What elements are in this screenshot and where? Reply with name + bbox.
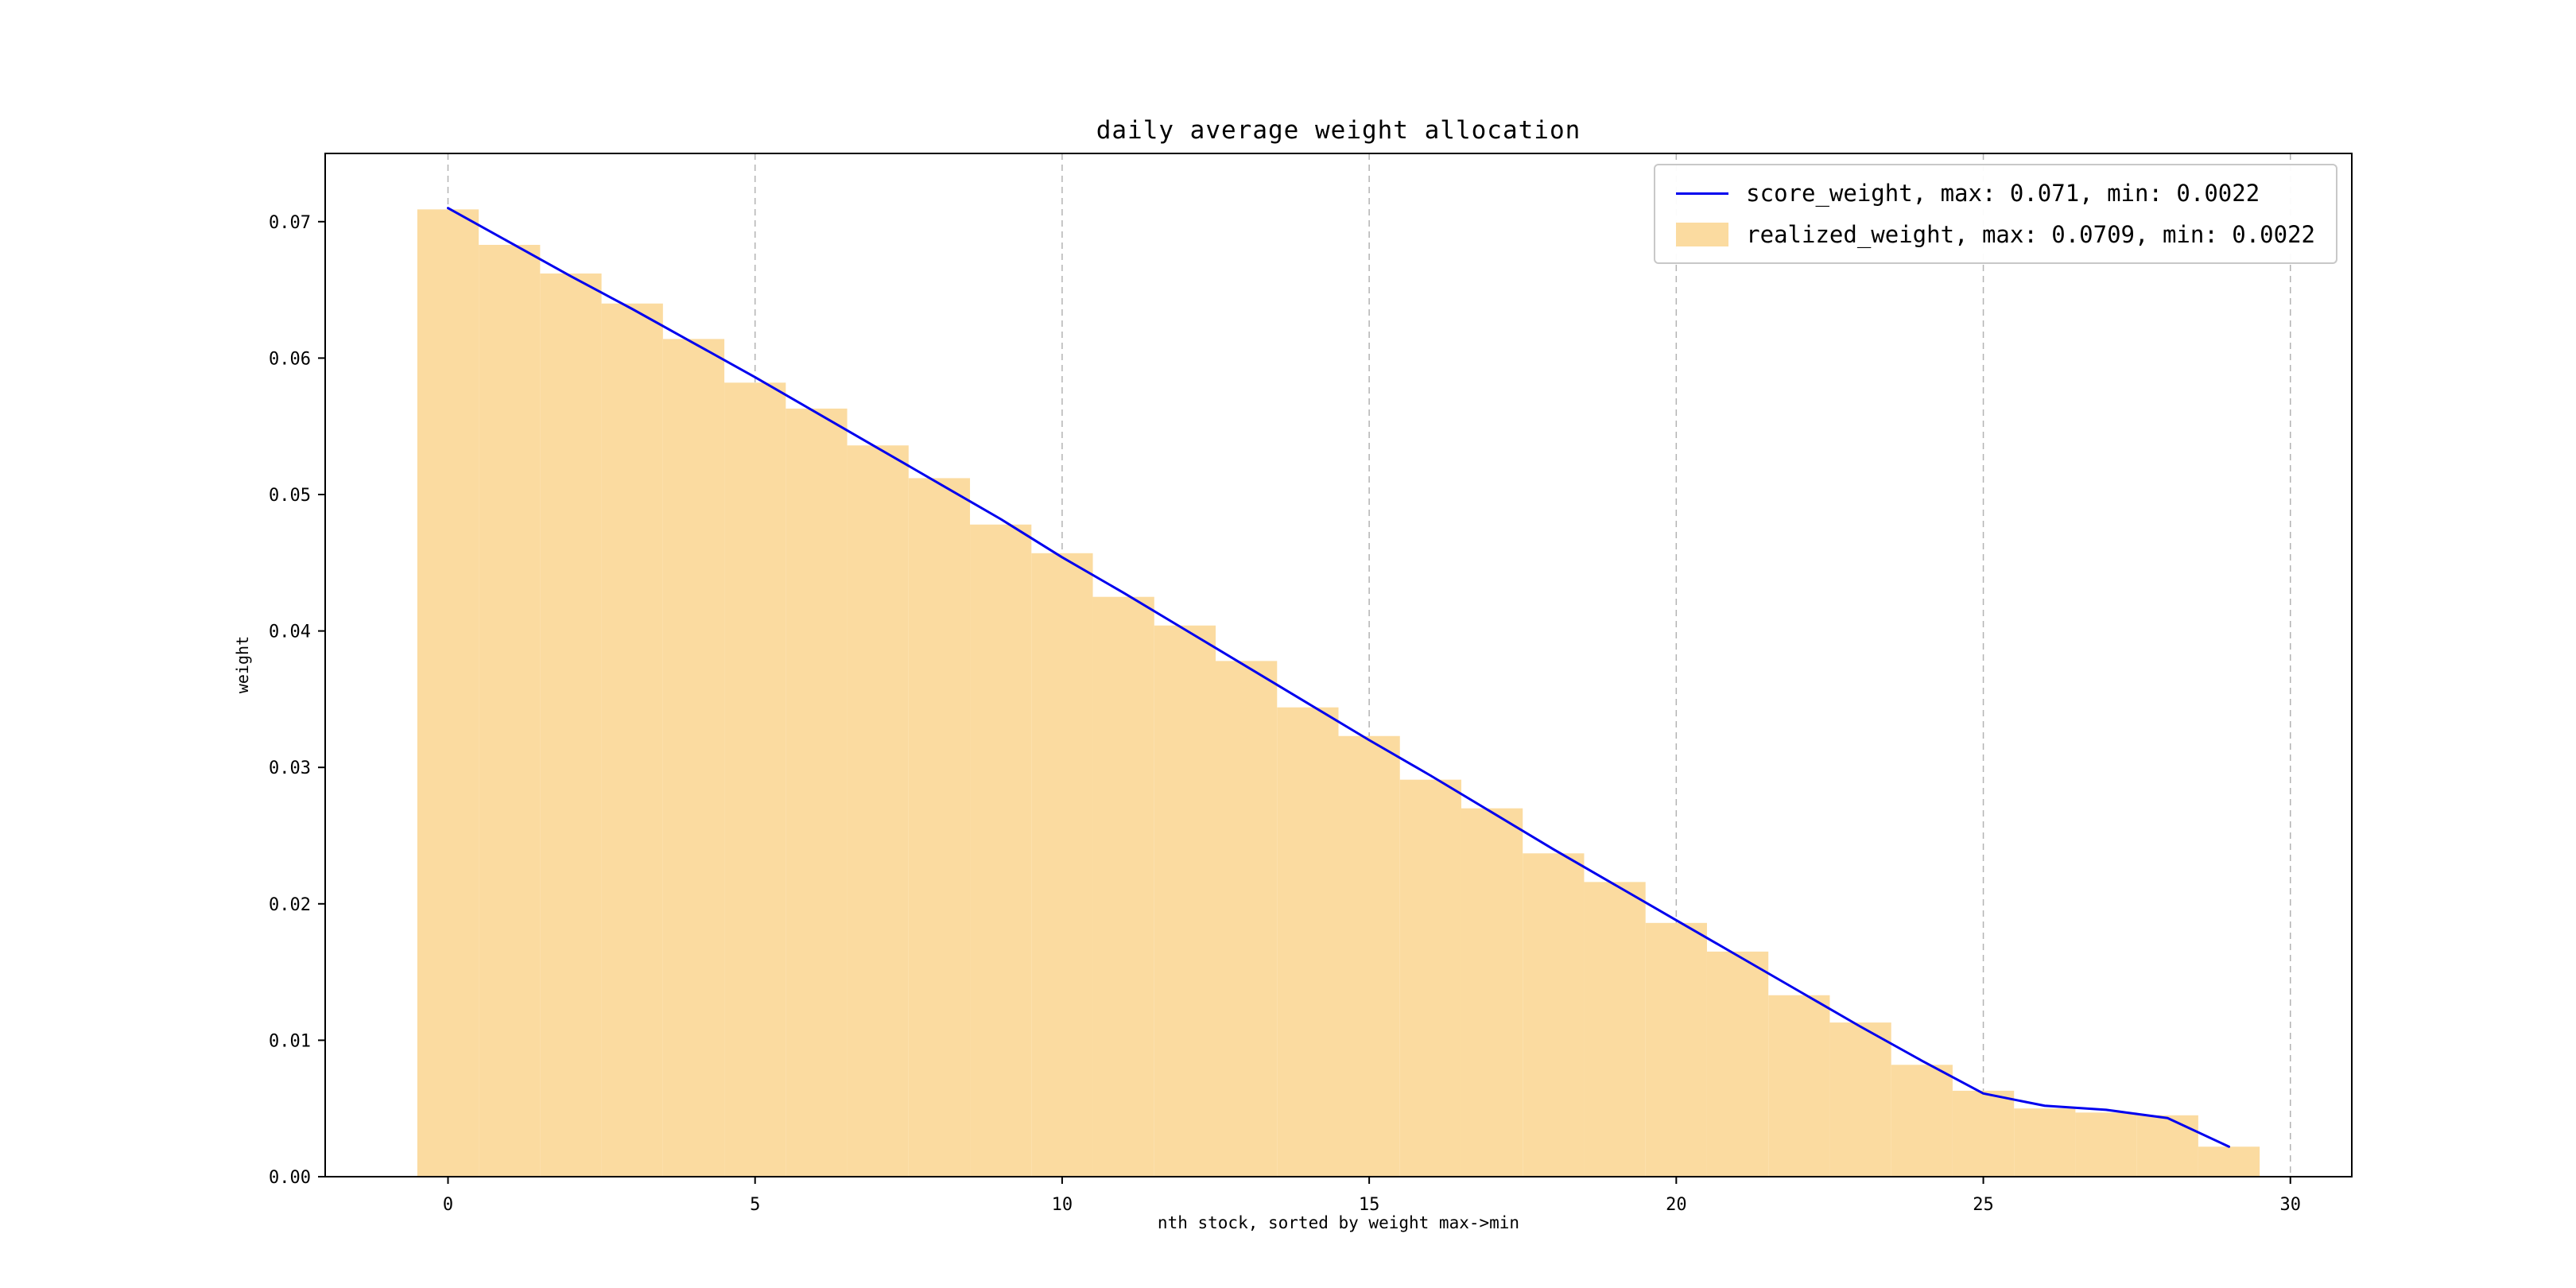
y-tick-label: 0.04	[269, 623, 311, 642]
legend-label-score-weight: score_weight, max: 0.071, min: 0.0022	[1746, 180, 2260, 207]
bar	[601, 303, 663, 1177]
x-tick-label: 10	[1052, 1195, 1073, 1215]
bar	[662, 339, 725, 1177]
bar	[2014, 1108, 2076, 1177]
bar	[2075, 1112, 2137, 1177]
y-tick-label: 0.00	[269, 1168, 311, 1188]
bar	[2198, 1146, 2260, 1177]
y-tick-label: 0.03	[269, 758, 311, 778]
x-tick-label: 5	[750, 1195, 760, 1215]
y-tick-label: 0.05	[269, 486, 311, 506]
bar	[1952, 1090, 2015, 1177]
x-tick-label: 20	[1666, 1195, 1687, 1215]
y-tick-label: 0.01	[269, 1031, 311, 1051]
bar	[1706, 951, 1769, 1177]
bar	[786, 408, 848, 1177]
legend-label-realized-weight: realized_weight, max: 0.0709, min: 0.002…	[1746, 221, 2315, 248]
x-tick-label: 30	[2280, 1195, 2302, 1215]
bar	[479, 244, 541, 1177]
bar	[1277, 707, 1339, 1177]
chart-title: daily average weight allocation	[1096, 116, 1581, 145]
score-line-swatch	[1676, 192, 1729, 195]
bar	[1031, 553, 1093, 1177]
bar	[1338, 735, 1400, 1177]
bar	[1645, 922, 1707, 1177]
x-tick-label: 15	[1359, 1195, 1380, 1215]
bar	[1891, 1065, 1953, 1177]
x-tick-label: 25	[1973, 1195, 1994, 1215]
bar	[2136, 1115, 2198, 1177]
bar	[908, 478, 971, 1177]
bar	[417, 209, 479, 1177]
x-tick-label: 0	[443, 1195, 453, 1215]
bar	[1154, 625, 1216, 1177]
realized-weight-swatch	[1676, 223, 1729, 246]
y-axis-label: weight	[233, 635, 252, 694]
bar	[1461, 808, 1523, 1177]
y-tick-label: 0.06	[269, 349, 311, 369]
bar	[1523, 853, 1585, 1177]
bar	[970, 524, 1032, 1177]
bar	[1399, 779, 1461, 1177]
bar	[1829, 1022, 1891, 1177]
bar	[1584, 882, 1646, 1177]
bar	[540, 274, 602, 1177]
legend: score_weight, max: 0.071, min: 0.0022 re…	[1654, 164, 2337, 264]
bar	[847, 445, 909, 1177]
axes-border	[324, 153, 2353, 1177]
score-line	[446, 207, 2231, 1148]
bar	[724, 382, 786, 1177]
y-tick-label: 0.02	[269, 895, 311, 915]
bar	[1092, 596, 1154, 1177]
y-tick-label: 0.07	[269, 213, 311, 233]
bar	[1216, 661, 1278, 1177]
bar	[1768, 995, 1830, 1177]
x-axis-label: nth stock, sorted by weight max->min	[1157, 1213, 1520, 1232]
legend-item-realized-weight: realized_weight, max: 0.0709, min: 0.002…	[1676, 221, 2315, 248]
legend-item-score-weight: score_weight, max: 0.071, min: 0.0022	[1676, 180, 2315, 207]
